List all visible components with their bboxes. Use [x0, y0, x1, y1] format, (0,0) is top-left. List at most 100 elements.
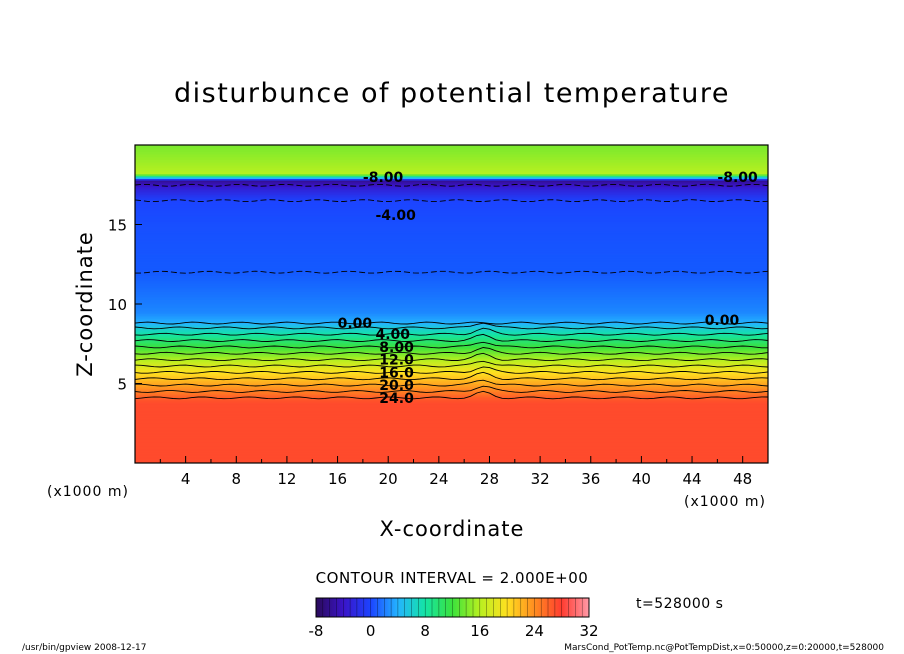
x-unit-left: (x1000 m): [47, 484, 129, 500]
y-tick-label: 15: [108, 217, 127, 235]
heatmap-band: [135, 443, 768, 447]
contour-line: [135, 322, 768, 330]
heatmap-band: [135, 296, 768, 299]
contour-label: 16.0: [379, 365, 414, 381]
heatmap-band: [135, 280, 768, 283]
heatmap-band: [135, 248, 768, 251]
heatmap-band: [135, 389, 768, 393]
heatmap-band: [135, 173, 768, 176]
heatmap-band: [135, 187, 768, 191]
heatmap-band: [135, 445, 768, 448]
heatmap-band: [135, 294, 768, 297]
heatmap-band: [135, 331, 768, 334]
colorbar-bands: [315, 598, 583, 617]
heatmap-band: [135, 249, 768, 253]
heatmap-band: [135, 219, 768, 222]
heatmap-band: [135, 334, 768, 337]
heatmap-band: [135, 218, 768, 221]
heatmap-band: [135, 381, 768, 385]
heatmap-band: [135, 439, 768, 442]
heatmap-band: [135, 447, 768, 450]
heatmap-band: [135, 396, 768, 399]
heatmap-band: [135, 318, 768, 321]
colorbar-tick-label: 24: [525, 622, 544, 640]
y-axis-ticks: 5 10 15: [108, 217, 142, 394]
heatmap-band: [135, 176, 768, 179]
heatmap-band: [135, 265, 768, 269]
heatmap-band: [135, 412, 768, 415]
x-tick-label: 28: [480, 470, 499, 488]
heatmap-band: [135, 402, 768, 405]
heatmap-band: [135, 292, 768, 296]
contour-label: -8.00: [717, 170, 758, 186]
heatmap-band: [135, 227, 768, 230]
heatmap-band: [135, 442, 768, 445]
heatmap-band: [135, 172, 768, 175]
x-unit-right: (x1000 m): [684, 494, 766, 510]
time-label: t=528000 s: [636, 596, 723, 612]
heatmap-band: [135, 197, 768, 200]
heatmap-field: [135, 145, 768, 463]
heatmap-band: [135, 214, 768, 218]
contour-line: [135, 352, 768, 362]
contour-line: [135, 366, 768, 374]
contour-label: 20.0: [379, 378, 414, 394]
contour-line: [135, 333, 768, 342]
heatmap-band: [135, 221, 768, 224]
heatmap-band: [135, 230, 768, 234]
heatmap-band: [135, 275, 768, 278]
heatmap-band: [135, 284, 768, 288]
heatmap-band: [135, 377, 768, 380]
heatmap-band: [135, 415, 768, 418]
heatmap-band: [135, 191, 768, 194]
x-tick-label: 32: [531, 470, 550, 488]
heatmap-band: [135, 364, 768, 367]
heatmap-band: [135, 400, 768, 404]
heatmap-band: [135, 291, 768, 294]
heatmap-band: [135, 224, 768, 227]
contour-label: 4.00: [376, 327, 411, 343]
heatmap-band: [135, 259, 768, 262]
heatmap-band: [135, 429, 768, 432]
heatmap-band: [135, 428, 768, 431]
heatmap-band: [135, 405, 768, 408]
contour-line: [135, 347, 768, 355]
heatmap-band: [135, 307, 768, 310]
heatmap-band: [135, 195, 768, 199]
heatmap-band: [135, 373, 768, 377]
heatmap-band: [135, 386, 768, 389]
heatmap-band: [135, 257, 768, 261]
x-tick-label: 40: [632, 470, 651, 488]
heatmap-band: [135, 165, 768, 168]
heatmap-band: [135, 210, 768, 213]
heatmap-band: [135, 456, 768, 459]
heatmap-band: [135, 424, 768, 428]
colorbar-tick-label: 16: [470, 622, 489, 640]
heatmap-band: [135, 432, 768, 435]
contour-line: [135, 183, 768, 187]
contour-interval-text: CONTOUR INTERVAL = 2.000E+00: [316, 569, 589, 587]
heatmap-band: [135, 335, 768, 338]
heatmap-band: [135, 408, 768, 412]
heatmap-band: [135, 391, 768, 394]
heatmap-band: [135, 154, 768, 157]
heatmap-band: [135, 308, 768, 311]
heatmap-band: [135, 369, 768, 372]
heatmap-band: [135, 194, 768, 197]
heatmap-band: [135, 254, 768, 257]
heatmap-band: [135, 243, 768, 246]
heatmap-band: [135, 450, 768, 453]
heatmap-band: [135, 399, 768, 402]
heatmap-band: [135, 145, 768, 148]
x-axis-label: X-coordinate: [380, 517, 525, 541]
heatmap-band: [135, 151, 768, 154]
colorbar-tick-label: -8: [309, 622, 324, 640]
heatmap-band: [135, 404, 768, 407]
heatmap-band: [135, 170, 768, 173]
heatmap-band: [135, 346, 768, 350]
heatmap-band: [135, 167, 768, 170]
heatmap-band: [135, 388, 768, 391]
heatmap-band: [135, 251, 768, 254]
heatmap-band: [135, 156, 768, 159]
